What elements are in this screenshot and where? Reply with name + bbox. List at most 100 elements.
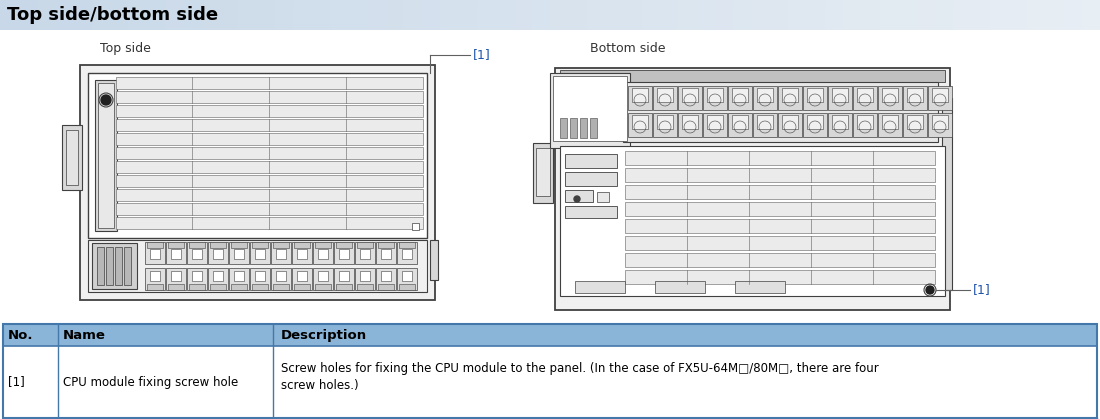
Bar	[220, 0, 240, 30]
Bar	[110, 0, 130, 30]
Bar	[192, 249, 202, 259]
Text: CPU module fixing screw hole: CPU module fixing screw hole	[63, 375, 239, 388]
Bar	[116, 175, 424, 187]
Bar	[624, 0, 642, 30]
Bar	[339, 271, 349, 281]
Bar	[116, 203, 424, 215]
Bar	[605, 0, 625, 30]
Bar	[832, 88, 848, 102]
Bar	[314, 242, 333, 264]
Bar	[732, 88, 748, 102]
Bar	[1026, 0, 1046, 30]
Bar	[476, 0, 496, 30]
Bar	[597, 192, 609, 202]
Bar	[625, 219, 935, 233]
Bar	[116, 77, 424, 89]
Bar	[334, 268, 354, 290]
Bar	[553, 76, 627, 141]
Bar	[735, 281, 785, 293]
Bar	[734, 0, 752, 30]
Bar	[828, 86, 852, 110]
Bar	[908, 88, 923, 102]
Bar	[550, 0, 570, 30]
Bar	[234, 249, 244, 259]
Bar	[632, 88, 648, 102]
Bar	[916, 0, 936, 30]
Bar	[625, 236, 935, 250]
Bar	[459, 0, 477, 30]
Bar	[569, 0, 587, 30]
Text: [1]: [1]	[8, 375, 24, 388]
Bar	[971, 0, 991, 30]
Bar	[550, 73, 630, 148]
Bar	[318, 249, 328, 259]
Bar	[314, 268, 333, 290]
Bar	[882, 115, 898, 129]
Bar	[903, 86, 927, 110]
Circle shape	[574, 196, 580, 202]
Bar	[0, 0, 20, 30]
Bar	[536, 148, 550, 196]
Bar	[147, 284, 163, 290]
Bar	[580, 118, 587, 138]
Bar	[166, 242, 186, 264]
Bar	[832, 115, 848, 129]
Text: Bottom side: Bottom side	[590, 42, 666, 55]
Bar	[657, 115, 673, 129]
Bar	[88, 73, 427, 238]
Bar	[229, 268, 249, 290]
Bar	[625, 185, 935, 199]
Bar	[803, 113, 827, 137]
Bar	[852, 113, 877, 137]
Bar	[625, 168, 935, 182]
Bar	[210, 284, 225, 290]
Bar	[210, 242, 225, 248]
Bar	[62, 125, 82, 190]
Bar	[878, 113, 902, 137]
Bar	[757, 115, 773, 129]
Bar	[252, 284, 268, 290]
Bar	[678, 113, 702, 137]
Bar	[625, 151, 935, 165]
Bar	[654, 281, 705, 293]
Bar	[560, 146, 945, 296]
Bar	[641, 0, 661, 30]
Bar	[116, 189, 424, 201]
Bar	[213, 271, 223, 281]
Bar	[55, 0, 75, 30]
Bar	[625, 270, 935, 284]
Bar	[74, 0, 92, 30]
Bar	[297, 271, 307, 281]
Bar	[376, 242, 396, 264]
Bar	[189, 242, 205, 248]
Bar	[381, 249, 390, 259]
Bar	[754, 86, 777, 110]
Bar	[116, 119, 424, 131]
Bar	[703, 113, 727, 137]
Text: [1]: [1]	[974, 284, 991, 297]
Bar	[116, 91, 424, 103]
Bar	[928, 86, 952, 110]
Bar	[116, 133, 424, 145]
Bar	[150, 249, 160, 259]
Bar	[754, 113, 777, 137]
Bar	[514, 0, 532, 30]
Bar	[728, 86, 752, 110]
Bar	[935, 0, 955, 30]
Bar	[294, 242, 310, 248]
Bar	[165, 0, 185, 30]
Bar	[231, 242, 248, 248]
Text: Top side/bottom side: Top side/bottom side	[7, 6, 218, 24]
Bar	[728, 113, 752, 137]
Bar	[803, 86, 827, 110]
Bar	[852, 86, 877, 110]
Bar	[782, 115, 797, 129]
Bar	[189, 284, 205, 290]
Bar	[294, 0, 312, 30]
Bar	[707, 88, 723, 102]
Bar	[360, 249, 370, 259]
Bar	[806, 0, 826, 30]
Bar	[66, 130, 78, 185]
Bar	[696, 0, 716, 30]
Bar	[3, 346, 1097, 418]
